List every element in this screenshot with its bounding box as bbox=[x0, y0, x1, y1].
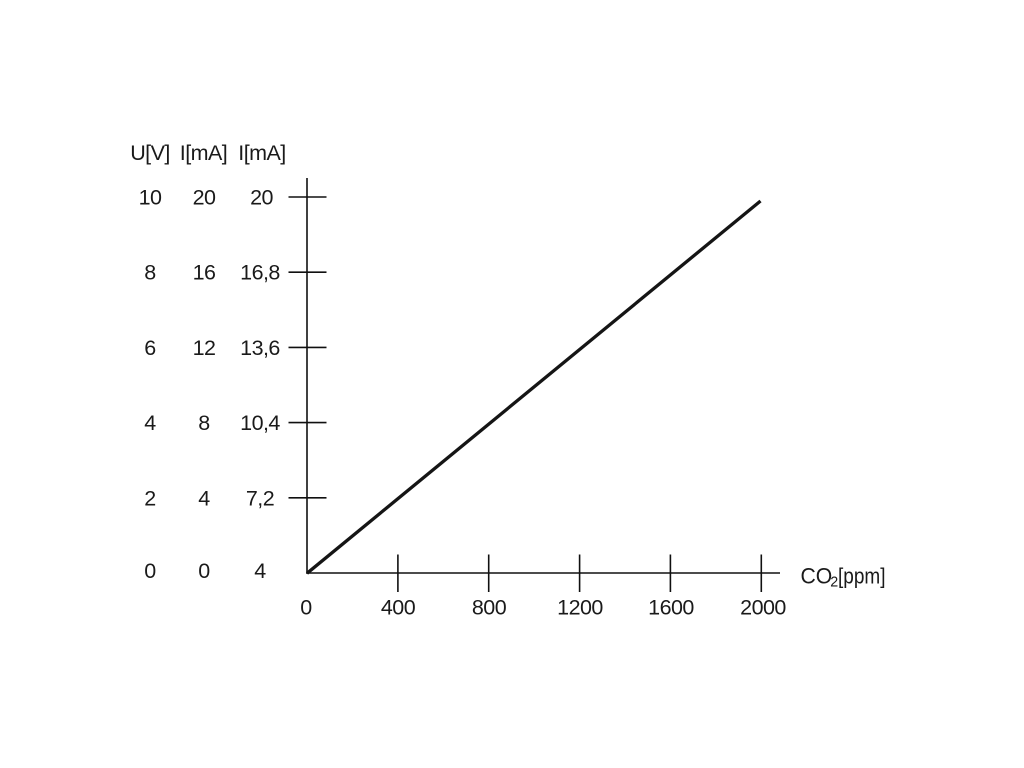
svg-text:[ppm]: [ppm] bbox=[838, 564, 886, 589]
svg-text:4: 4 bbox=[144, 411, 156, 435]
svg-text:16,8: 16,8 bbox=[240, 261, 280, 285]
svg-text:6: 6 bbox=[144, 336, 156, 360]
svg-text:2: 2 bbox=[144, 486, 155, 510]
svg-text:7,2: 7,2 bbox=[246, 486, 274, 510]
svg-text:0: 0 bbox=[144, 559, 156, 583]
svg-text:400: 400 bbox=[381, 596, 416, 620]
svg-text:0: 0 bbox=[300, 596, 312, 620]
svg-text:I[mA]: I[mA] bbox=[180, 141, 227, 165]
svg-text:10: 10 bbox=[139, 186, 162, 210]
svg-text:10,4: 10,4 bbox=[240, 411, 280, 435]
svg-text:2000: 2000 bbox=[740, 596, 786, 620]
svg-text:1200: 1200 bbox=[557, 596, 603, 620]
svg-text:800: 800 bbox=[472, 596, 507, 620]
svg-text:U[V]: U[V] bbox=[130, 141, 170, 165]
svg-text:13,6: 13,6 bbox=[240, 336, 280, 360]
svg-text:CO: CO bbox=[801, 564, 833, 589]
svg-text:8: 8 bbox=[198, 411, 210, 435]
svg-text:0: 0 bbox=[198, 559, 210, 583]
svg-text:16: 16 bbox=[193, 261, 216, 285]
svg-text:8: 8 bbox=[144, 261, 156, 285]
svg-text:2: 2 bbox=[830, 574, 838, 590]
svg-text:I[mA]: I[mA] bbox=[238, 141, 285, 165]
svg-text:12: 12 bbox=[193, 336, 216, 360]
svg-text:20: 20 bbox=[250, 186, 273, 210]
svg-text:4: 4 bbox=[198, 486, 210, 510]
svg-text:1600: 1600 bbox=[648, 596, 694, 620]
svg-text:20: 20 bbox=[193, 186, 216, 210]
svg-text:4: 4 bbox=[254, 559, 266, 583]
